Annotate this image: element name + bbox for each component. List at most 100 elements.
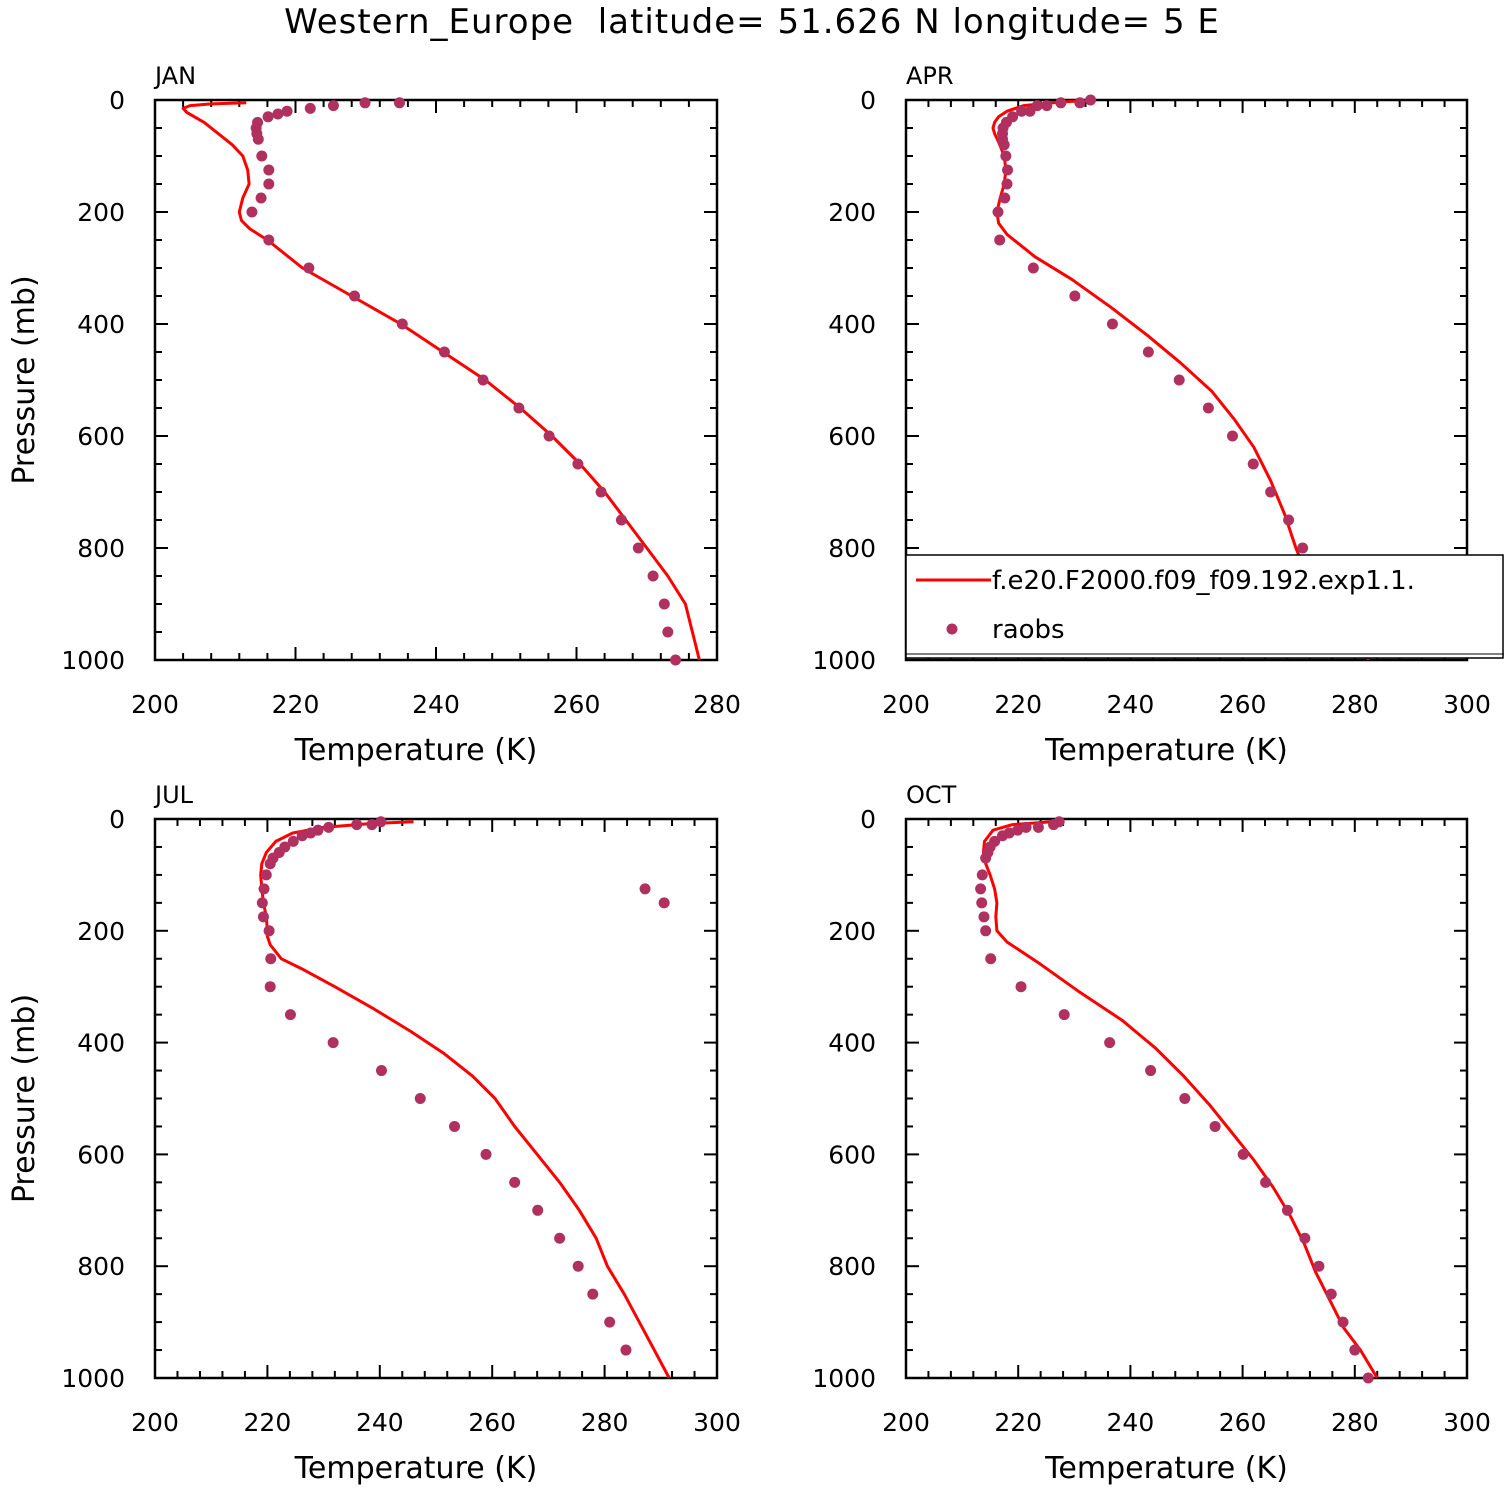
x-tick-label: 260 (1219, 1408, 1267, 1437)
x-tick-label: 260 (1219, 690, 1267, 719)
model-profile-line (181, 101, 701, 660)
raobs-point (257, 911, 269, 923)
x-tick-label: 200 (882, 1408, 930, 1437)
x-tick-label: 260 (468, 1408, 516, 1437)
panel-apr: 200 220 240 260 280 300 0 200 400 600 800 1000 Tempe… (812, 62, 1504, 768)
raobs-point (1106, 318, 1118, 330)
raobs-point (327, 1037, 339, 1049)
raobs-point (284, 1009, 296, 1021)
x-axis-title: Temperature (K) (294, 1451, 538, 1486)
legend-label-raobs: raobs (992, 615, 1065, 645)
y-tick-label: 400 (77, 1029, 125, 1058)
raobs-point (615, 514, 627, 526)
y-tick-label: 0 (109, 805, 125, 834)
x-tick-label: 220 (272, 690, 320, 719)
raobs-point (670, 654, 682, 666)
raobs-point (1020, 821, 1032, 833)
raobs-point (260, 869, 272, 881)
raobs-point (639, 883, 651, 895)
raobs-point (375, 1065, 387, 1077)
y-tick-label: 600 (77, 422, 125, 451)
raobs-point (359, 97, 371, 109)
raobs-point (438, 346, 450, 358)
raobs-point (1227, 430, 1239, 442)
panel-label: OCT (906, 781, 957, 809)
x-tick-label: 240 (412, 690, 460, 719)
raobs-point (1032, 821, 1044, 833)
raobs-point (1024, 105, 1036, 117)
raobs-point (1142, 346, 1154, 358)
x-tick-label: 260 (553, 690, 601, 719)
raobs-point (996, 830, 1008, 842)
x-tick-label: 280 (1331, 1408, 1379, 1437)
x-tick-label: 300 (1443, 690, 1491, 719)
x-tick-label: 220 (244, 1408, 292, 1437)
raobs-point (263, 164, 275, 176)
raobs-point (647, 570, 659, 582)
raobs-point (323, 821, 335, 833)
legend: f.e20.F2000.f09_f09.192.exp1.1.raobs (905, 554, 1504, 659)
legend-box (905, 554, 1504, 659)
raobs-point (1313, 1260, 1325, 1272)
raobs-point (1016, 105, 1028, 117)
raobs-point (1283, 514, 1295, 526)
raobs-point (1325, 1288, 1337, 1300)
x-tick-label: 280 (1331, 690, 1379, 719)
raobs-point (998, 139, 1010, 151)
raobs-point (1202, 402, 1214, 414)
y-tick-label: 200 (828, 198, 876, 227)
raobs-point (1048, 819, 1060, 831)
raobs-point (303, 262, 315, 274)
raobs-point (513, 402, 525, 414)
y-tick-label: 200 (828, 917, 876, 946)
raobs-point (976, 897, 988, 909)
raobs-point (255, 192, 267, 204)
raobs-point (1145, 1065, 1157, 1077)
raobs-point (246, 206, 258, 218)
raobs-point (1055, 97, 1067, 109)
y-tick-label: 600 (77, 1140, 125, 1169)
raobs-point (554, 1232, 566, 1244)
raobs-point (281, 105, 293, 117)
raobs-point (1247, 458, 1259, 470)
y-tick-label: 1000 (812, 646, 876, 675)
y-tick-label: 400 (77, 310, 125, 339)
raobs-point (980, 852, 992, 864)
raobs-point (604, 1316, 616, 1328)
raobs-point (1237, 1148, 1249, 1160)
raobs-point (258, 883, 270, 895)
raobs-point (1299, 1232, 1311, 1244)
raobs-point (375, 816, 387, 828)
raobs-point (1069, 290, 1081, 302)
y-tick-label: 800 (77, 1252, 125, 1281)
raobs-point (620, 1344, 632, 1356)
raobs-point (1209, 1120, 1221, 1132)
x-tick-label: 300 (693, 1408, 741, 1437)
y-tick-label: 400 (828, 310, 876, 339)
y-tick-label: 0 (860, 805, 876, 834)
model-profile-line (259, 820, 671, 1378)
x-tick-label: 280 (693, 690, 741, 719)
raobs-point (978, 911, 990, 923)
raobs-point (263, 234, 275, 246)
raobs-point (296, 830, 308, 842)
raobs-point (658, 598, 670, 610)
legend-point-swatch (946, 623, 958, 635)
raobs-point (304, 102, 316, 114)
raobs-point (256, 897, 268, 909)
raobs-point (263, 178, 275, 190)
x-tick-label: 220 (994, 690, 1042, 719)
x-tick-label: 220 (994, 1408, 1042, 1437)
y-tick-label: 600 (828, 422, 876, 451)
raobs-point (572, 458, 584, 470)
x-axis-title: Temperature (K) (294, 733, 538, 768)
y-tick-label: 200 (77, 917, 125, 946)
raobs-point (595, 486, 607, 498)
y-tick-label: 0 (109, 86, 125, 115)
raobs-point (572, 1260, 584, 1272)
raobs-point (349, 290, 361, 302)
x-axis-title: Temperature (K) (1044, 1451, 1288, 1486)
raobs-point (999, 192, 1011, 204)
raobs-point (263, 925, 275, 937)
raobs-point (985, 953, 997, 965)
